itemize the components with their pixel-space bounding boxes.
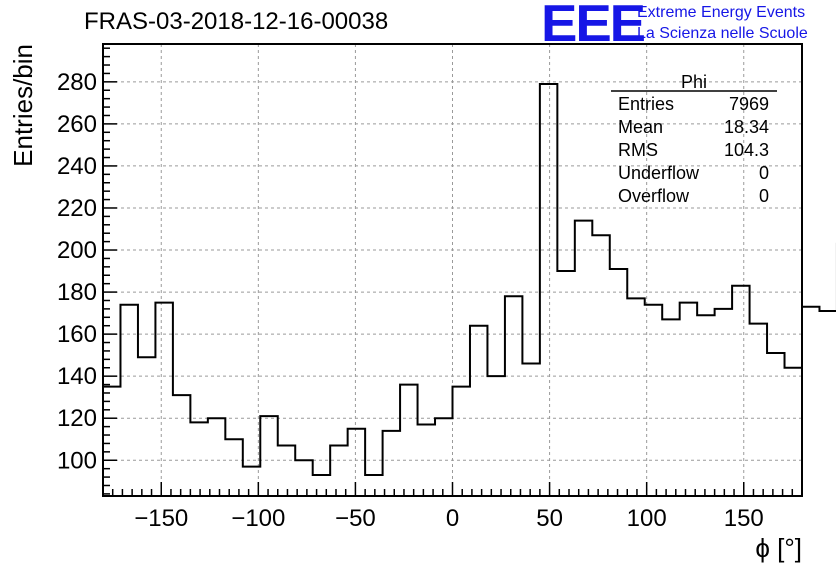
histogram-step-line	[103, 82, 836, 476]
y-tick-label: 260	[57, 111, 97, 138]
x-tick-label: 100	[627, 505, 667, 532]
tick-labels: −150 −100 −50 0 50 100 150 100 120 140 160 180 200 22…	[57, 69, 764, 532]
plot-title: FRAS-03-2018-12-16-00038	[84, 8, 389, 35]
stats-value: 7969	[729, 94, 769, 114]
stats-value: 0	[759, 163, 769, 183]
x-tick-label: 0	[446, 505, 459, 532]
y-tick-label: 200	[57, 237, 97, 264]
x-tick-label: 50	[536, 505, 563, 532]
y-tick-label: 240	[57, 153, 97, 180]
x-tick-label: −50	[335, 505, 376, 532]
y-tick-label: 120	[57, 405, 97, 432]
stats-label: RMS	[618, 140, 658, 160]
org-name-line1: Extreme Energy Events	[637, 4, 806, 21]
org-name-line2: La Scienza nelle Scuole	[637, 25, 808, 42]
y-tick-label: 100	[57, 447, 97, 474]
axis-ticks	[103, 47, 794, 496]
stats-label: Overflow	[618, 186, 690, 206]
stats-rows: Entries 7969 Mean 18.34 RMS 104.3 Underflow 0 Ov…	[618, 94, 769, 206]
x-tick-label: −150	[134, 505, 188, 532]
stats-title: Phi	[681, 72, 707, 92]
stats-value: 104.3	[724, 140, 769, 160]
y-tick-label: 140	[57, 363, 97, 390]
y-tick-label: 280	[57, 69, 97, 96]
stats-label: Entries	[618, 94, 674, 114]
stats-value: 18.34	[724, 117, 769, 137]
y-axis-title: Entries/bin	[8, 44, 38, 167]
grid-lines	[103, 44, 802, 496]
x-tick-label: 150	[724, 505, 764, 532]
x-tick-label: −100	[231, 505, 285, 532]
stats-value: 0	[759, 186, 769, 206]
x-axis-title: ϕ [°]	[755, 533, 802, 563]
y-tick-label: 220	[57, 195, 97, 222]
stats-label: Underflow	[618, 163, 700, 183]
y-tick-label: 160	[57, 321, 97, 348]
stats-box: Phi Entries 7969 Mean 18.34 RMS 104.3 Underflo…	[611, 72, 777, 206]
y-tick-label: 180	[57, 279, 97, 306]
stats-label: Mean	[618, 117, 663, 137]
